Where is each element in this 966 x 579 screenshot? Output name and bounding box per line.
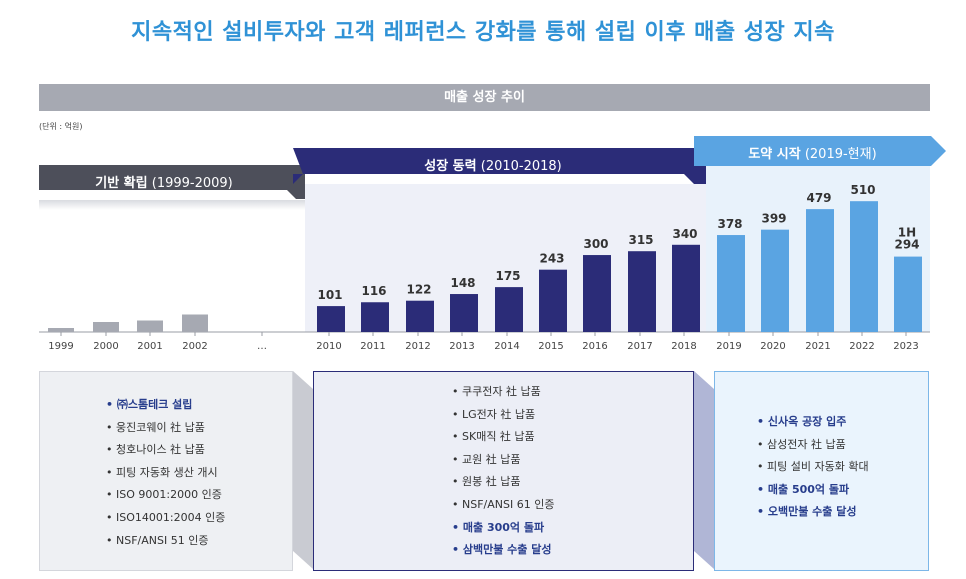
bar-value-label: 300 xyxy=(583,237,608,251)
x-tick-label: 2012 xyxy=(405,341,430,352)
x-tick-label: 2013 xyxy=(449,341,474,352)
bar-1999 xyxy=(48,328,74,332)
phase-1-header xyxy=(39,165,305,199)
section-banner: 매출 성장 추이 xyxy=(39,84,930,111)
bar-2010 xyxy=(317,306,345,332)
milestone-box-foundation: ㈜스톰테크 설립웅진코웨이 社 납품청호나이스 社 납품피팅 자동화 생산 개시… xyxy=(39,371,293,571)
bar-2023 xyxy=(894,256,922,332)
milestone-item: NSF/ANSI 51 인증 xyxy=(106,530,292,553)
phase-3-name: 도약 시작 xyxy=(748,147,801,162)
bar-value-label: 1H xyxy=(898,226,916,240)
milestone-item: 청호나이스 社 납품 xyxy=(106,439,292,462)
bar-2016 xyxy=(583,255,611,332)
bar-2011 xyxy=(361,302,389,332)
bar-value-label: 243 xyxy=(539,252,564,266)
x-tick-label: 2015 xyxy=(538,341,563,352)
milestone-item: ISO14001:2004 인증 xyxy=(106,507,292,530)
phase-1-label: 기반 확립 (1999-2009) xyxy=(39,172,289,191)
x-tick-label: 2016 xyxy=(582,341,607,352)
phase-headers xyxy=(39,136,946,210)
phase-3-label: 도약 시작 (2019-현재) xyxy=(694,143,931,162)
milestone-item: LG전자 社 납품 xyxy=(452,404,693,427)
milestone-item: 피팅 설비 자동화 확대 xyxy=(757,456,928,479)
bar-value-label: 116 xyxy=(361,284,386,298)
x-tick-label: 2014 xyxy=(494,341,519,352)
phase-3-header xyxy=(694,136,946,166)
milestone-item: 매출 300억 돌파 xyxy=(452,517,693,540)
milestone-item: ㈜스톰테크 설립 xyxy=(106,394,292,417)
bar-value-label: 378 xyxy=(717,217,742,231)
box-connectors xyxy=(293,371,714,569)
phase-1-name: 기반 확립 xyxy=(95,176,148,191)
x-tick-label: 2017 xyxy=(627,341,652,352)
x-tick-label: 2021 xyxy=(805,341,830,352)
milestone-box-growth: 쿠쿠전자 社 납품LG전자 社 납품SK매직 社 납품교원 社 납품원봉 社 납… xyxy=(313,371,694,571)
x-tick-label: … xyxy=(257,341,267,352)
phase-1-range: (1999-2009) xyxy=(151,176,233,191)
x-tick-label: 2002 xyxy=(182,341,207,352)
bar-2013 xyxy=(450,294,478,332)
bar-2002 xyxy=(182,314,208,332)
bar-value-label: 122 xyxy=(406,283,431,297)
milestone-box-leap: 신사옥 공장 입주삼성전자 社 납품피팅 설비 자동화 확대매출 500억 돌파… xyxy=(714,371,929,571)
milestone-item: SK매직 社 납품 xyxy=(452,426,693,449)
bar-2017 xyxy=(628,251,656,332)
bar-2015 xyxy=(539,269,567,332)
page-headline: 지속적인 설비투자와 고객 레퍼런스 강화를 통해 설립 이후 매출 성장 지속 xyxy=(131,20,835,45)
bar-2020 xyxy=(761,229,789,332)
bar-2014 xyxy=(495,287,523,332)
phase-3-range: (2019-현재) xyxy=(804,147,877,162)
milestone-item: 삼백만불 수출 달성 xyxy=(452,539,693,562)
milestone-item: NSF/ANSI 61 인증 xyxy=(452,494,693,517)
bar-value-label: 399 xyxy=(761,212,786,226)
bar-value-label: 294 xyxy=(894,238,919,252)
milestone-item: 매출 500억 돌파 xyxy=(757,479,928,502)
bar-2022 xyxy=(850,201,878,332)
milestone-item: 웅진코웨이 社 납품 xyxy=(106,417,292,440)
milestone-list-foundation: ㈜스톰테크 설립웅진코웨이 社 납품청호나이스 社 납품피팅 자동화 생산 개시… xyxy=(40,372,292,552)
x-tick-label: 2011 xyxy=(360,341,385,352)
bar-2000 xyxy=(93,322,119,332)
x-tick-label: 1999 xyxy=(48,341,73,352)
x-tick-label: 2022 xyxy=(849,341,874,352)
bar-value-label: 315 xyxy=(628,233,653,247)
x-tick-label: 2001 xyxy=(137,341,162,352)
phase-2-header xyxy=(293,148,706,184)
x-tick-label: 2023 xyxy=(893,341,918,352)
milestone-item: 오백만불 수출 달성 xyxy=(757,501,928,524)
sales-bar-chart: 1999 2000 2001 2002 … 2010 101 2011 116 2012 122 20… xyxy=(39,166,930,352)
x-tick-label: 2020 xyxy=(760,341,785,352)
bar-value-label: 479 xyxy=(806,191,831,205)
phase-2-name: 성장 동력 xyxy=(424,159,477,174)
bar-value-label: 340 xyxy=(672,227,697,241)
milestone-item: 교원 社 납품 xyxy=(452,449,693,472)
x-tick-label: 2018 xyxy=(671,341,696,352)
bar-2001 xyxy=(137,320,163,332)
unit-note: (단위 : 억원) xyxy=(39,122,83,131)
milestone-item: 신사옥 공장 입주 xyxy=(757,411,928,434)
bar-value-label: 510 xyxy=(850,183,875,197)
phase-2-range: (2010-2018) xyxy=(480,159,562,174)
bar-value-label: 175 xyxy=(495,269,520,283)
x-tick-label: 2019 xyxy=(716,341,741,352)
x-tick-label: 2000 xyxy=(93,341,118,352)
bar-2019 xyxy=(717,235,745,332)
milestone-item: ISO 9001:2000 인증 xyxy=(106,484,292,507)
milestone-list-leap: 신사옥 공장 입주삼성전자 社 납품피팅 설비 자동화 확대매출 500억 돌파… xyxy=(715,372,928,524)
x-tick-label: 2010 xyxy=(316,341,341,352)
milestone-item: 삼성전자 社 납품 xyxy=(757,434,928,457)
bar-value-label: 101 xyxy=(317,288,342,302)
bar-2021 xyxy=(806,209,834,332)
bar-2018 xyxy=(672,244,700,332)
milestone-item: 피팅 자동화 생산 개시 xyxy=(106,462,292,485)
milestone-item: 쿠쿠전자 社 납품 xyxy=(452,381,693,404)
phase-2-label: 성장 동력 (2010-2018) xyxy=(293,155,693,174)
milestone-item: 원봉 社 납품 xyxy=(452,471,693,494)
milestone-list-growth: 쿠쿠전자 社 납품LG전자 社 납품SK매직 社 납품교원 社 납품원봉 社 납… xyxy=(314,372,693,562)
bar-2012 xyxy=(406,300,434,332)
bar-value-label: 148 xyxy=(450,276,475,290)
